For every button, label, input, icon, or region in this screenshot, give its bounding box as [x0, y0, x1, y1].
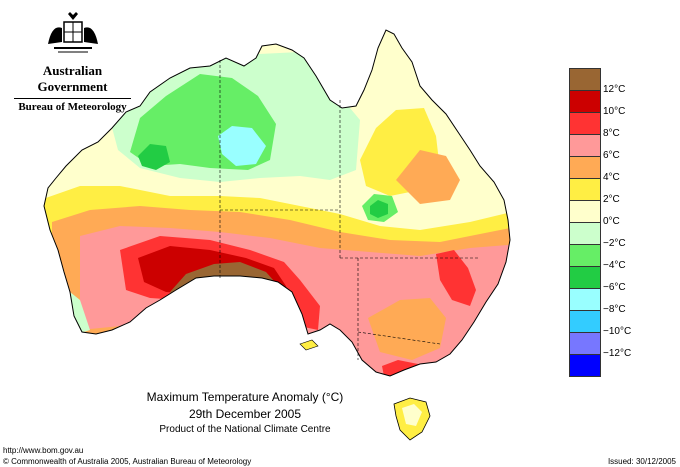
zone-8c-south [382, 360, 418, 376]
map-title: Maximum Temperature Anomaly (°C) [146, 390, 344, 404]
bureau-name: Bureau of Meteorology [18, 101, 127, 113]
state-borders [219, 60, 480, 360]
legend-swatch [570, 223, 600, 245]
zone-minus-6c-qld [370, 200, 388, 218]
footer-copyright: © Commonwealth of Australia 2005, Austra… [3, 457, 252, 466]
color-legend [569, 68, 601, 377]
legend-swatch [570, 267, 600, 289]
map-date: 29th December 2005 [188, 407, 302, 421]
legend-swatch [570, 135, 600, 157]
legend-label: 10°C [603, 106, 626, 117]
legend-label: 4°C [603, 172, 620, 183]
legend-label: −10°C [603, 326, 632, 337]
legend-swatch [570, 355, 600, 377]
government-name: Australian Government [37, 63, 108, 94]
legend-swatch [570, 157, 600, 179]
zone-minus-6c [138, 144, 170, 170]
legend-label: 2°C [603, 194, 620, 205]
legend-label: −6°C [603, 282, 626, 293]
legend-swatch [570, 69, 600, 91]
footer-url[interactable]: http://www.bom.gov.au [3, 446, 84, 455]
tasmania [393, 397, 431, 441]
legend-swatch [570, 91, 600, 113]
coat-of-arms-icon [47, 12, 98, 53]
legend-swatch [570, 201, 600, 223]
legend-label: 6°C [603, 150, 620, 161]
legend-swatch [570, 179, 600, 201]
legend-label: 0°C [603, 216, 620, 227]
map-product-line: Product of the National Climate Centre [159, 424, 331, 435]
zone-4c-north-east [396, 150, 460, 204]
zone-4c-south-east [368, 298, 446, 360]
legend-label: −2°C [603, 238, 626, 249]
legend-swatch [570, 311, 600, 333]
legend-swatch [570, 333, 600, 355]
legend-swatch [570, 113, 600, 135]
legend-label: 12°C [603, 84, 626, 95]
tasmania-zone-0c [402, 404, 422, 426]
legend-swatch [570, 289, 600, 311]
legend-swatch [570, 245, 600, 267]
zone-minus-8c [218, 126, 266, 166]
legend-label: −12°C [603, 348, 632, 359]
footer-issued-date: Issued: 30/12/2005 [607, 457, 676, 466]
zone-8c-east [436, 250, 476, 306]
kangaroo-island [299, 339, 319, 351]
legend-label: −4°C [603, 260, 626, 271]
legend-label: 8°C [603, 128, 620, 139]
legend-label: −8°C [603, 304, 626, 315]
logo-divider [14, 98, 131, 99]
border-nsw-vic [357, 331, 441, 345]
government-logo: Australian Government Bureau of Meteorol… [10, 10, 135, 113]
